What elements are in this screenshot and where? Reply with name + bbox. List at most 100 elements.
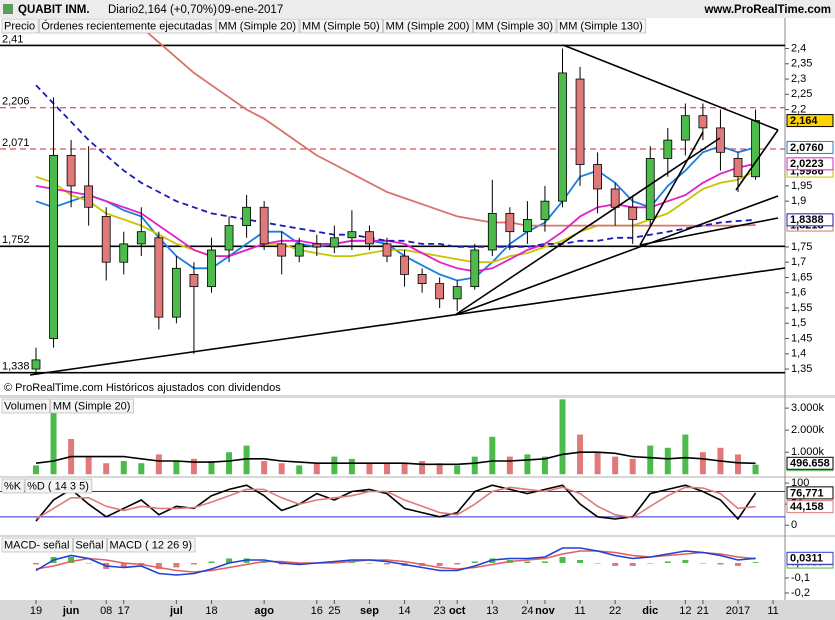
- x-tick-label: 18: [205, 605, 217, 617]
- legend-item-bg: [216, 18, 300, 34]
- series-line: [35, 451, 756, 466]
- series-line: [35, 484, 757, 522]
- y-tick-label: 2,25: [791, 88, 812, 100]
- bar: [454, 562, 461, 565]
- bar: [419, 461, 426, 475]
- candle-body: [277, 243, 287, 257]
- bar: [85, 456, 92, 475]
- candle-body: [119, 243, 129, 263]
- candle-body: [154, 237, 164, 318]
- legend-item-bg: [1, 398, 51, 414]
- bar: [155, 454, 162, 475]
- x-tick-label: 12: [679, 605, 691, 617]
- candle-body: [452, 286, 462, 300]
- candle-body: [31, 359, 41, 370]
- legend-item: MM (Simple 20): [53, 400, 131, 412]
- panel-plot: [33, 547, 759, 576]
- x-tick-label: ago: [254, 605, 274, 617]
- panel-plot: [33, 399, 759, 475]
- bar: [173, 562, 180, 568]
- value-tag-label: 496.658: [790, 458, 830, 470]
- bar: [541, 456, 548, 475]
- legend-item: Señal: [75, 539, 103, 551]
- bar: [348, 458, 355, 475]
- bar: [120, 562, 127, 568]
- x-tick-label: 16: [311, 605, 323, 617]
- series-line: [35, 486, 756, 520]
- value-tag: [786, 486, 834, 500]
- bar: [68, 556, 75, 563]
- bar: [454, 465, 461, 475]
- bar: [594, 562, 601, 564]
- bar: [33, 562, 39, 565]
- legend-item-bg: [24, 478, 93, 494]
- bar: [594, 452, 601, 475]
- bar: [524, 561, 531, 563]
- value-tag-label: 2,0223: [790, 158, 824, 170]
- y-tick-label: 2,3: [791, 73, 806, 85]
- x-tick-label: 08: [100, 605, 112, 617]
- value-tag-label: 0,0311: [790, 553, 823, 565]
- y-tick-label: 1,4: [791, 348, 806, 360]
- legend-item-bg: [1, 18, 39, 34]
- bar: [629, 458, 636, 475]
- y-tick-label: 1,45: [791, 332, 812, 344]
- bar: [664, 447, 671, 475]
- y-tick-label: 1,55: [791, 302, 812, 314]
- trendline: [29, 267, 786, 376]
- y-tick-label: 1,65: [791, 271, 812, 283]
- bar: [717, 562, 724, 565]
- bar: [559, 556, 566, 563]
- bar: [629, 562, 636, 566]
- trendline: [454, 195, 779, 316]
- panel-plot: [0, 484, 785, 522]
- bar: [50, 408, 57, 475]
- value-tag: [786, 140, 834, 154]
- candle-body: [698, 115, 708, 129]
- bar: [682, 434, 689, 475]
- level-label: 2,206: [2, 96, 30, 108]
- y-tick-label: 1,9: [791, 195, 806, 207]
- y-tick-label: 2,35: [791, 58, 812, 70]
- candle-body: [470, 249, 480, 288]
- bar: [752, 464, 759, 475]
- bar: [664, 561, 671, 563]
- bar: [577, 559, 584, 563]
- x-tick-label: 11: [574, 605, 585, 617]
- series-line: [35, 550, 756, 573]
- bar: [384, 562, 390, 565]
- bar: [699, 452, 706, 475]
- candle-body: [628, 206, 638, 220]
- level-label: 2,41: [2, 33, 23, 45]
- legend-item-bg: [383, 18, 473, 34]
- candle-body: [523, 219, 532, 233]
- symbol: QUABIT INM.: [18, 4, 90, 16]
- x-tick-label: 19: [30, 605, 42, 617]
- y-tick-label: 2,2: [791, 103, 806, 115]
- trendlines: [29, 44, 786, 376]
- legend-item: MM (Simple 50): [302, 20, 380, 32]
- candle-body: [487, 212, 497, 251]
- x-tick-label: 13: [486, 605, 498, 617]
- bar: [471, 561, 478, 563]
- bar: [699, 562, 706, 564]
- y-tick-label: 2,4: [791, 42, 806, 54]
- y-tick-label: 1.000k: [791, 446, 825, 458]
- legend-item: MACD ( 12 26 9): [110, 539, 193, 551]
- series-line: [35, 547, 756, 576]
- series-line: [140, 26, 756, 227]
- x-tick-label: nov: [535, 605, 555, 617]
- legend-item-bg: [38, 18, 216, 34]
- y-tick-label: 1,5: [791, 317, 806, 329]
- legend-item-bg: [73, 537, 107, 553]
- candle-body: [66, 154, 76, 187]
- stochastic-panel: [0, 478, 835, 535]
- bar: [682, 559, 689, 563]
- candle-body: [382, 243, 392, 257]
- bar: [541, 561, 548, 563]
- header-bar: [0, 0, 835, 18]
- candle-body: [101, 216, 111, 263]
- y-tick-label: 1,6: [791, 287, 806, 299]
- y-tick-label: 1,35: [791, 363, 812, 375]
